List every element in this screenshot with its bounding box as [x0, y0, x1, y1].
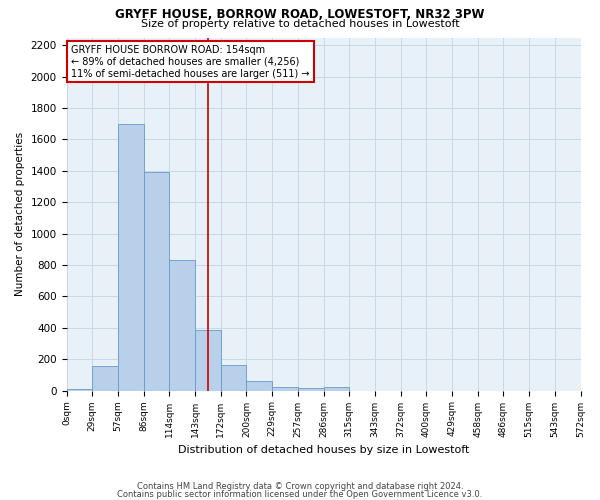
Text: GRYFF HOUSE BORROW ROAD: 154sqm
← 89% of detached houses are smaller (4,256)
11%: GRYFF HOUSE BORROW ROAD: 154sqm ← 89% of…: [71, 46, 310, 78]
Bar: [67, 389, 92, 390]
Bar: [118, 124, 143, 390]
Bar: [323, 388, 349, 390]
Text: GRYFF HOUSE, BORROW ROAD, LOWESTOFT, NR32 3PW: GRYFF HOUSE, BORROW ROAD, LOWESTOFT, NR3…: [115, 8, 485, 20]
Bar: [143, 172, 169, 390]
Bar: [195, 330, 221, 390]
Y-axis label: Number of detached properties: Number of detached properties: [15, 132, 25, 296]
Bar: [272, 388, 298, 390]
Bar: [247, 381, 272, 390]
Bar: [221, 366, 247, 390]
Text: Size of property relative to detached houses in Lowestoft: Size of property relative to detached ho…: [140, 19, 460, 29]
Bar: [92, 366, 118, 390]
Bar: [169, 260, 195, 390]
Bar: [298, 388, 323, 390]
X-axis label: Distribution of detached houses by size in Lowestoft: Distribution of detached houses by size …: [178, 445, 469, 455]
Text: Contains HM Land Registry data © Crown copyright and database right 2024.: Contains HM Land Registry data © Crown c…: [137, 482, 463, 491]
Text: Contains public sector information licensed under the Open Government Licence v3: Contains public sector information licen…: [118, 490, 482, 499]
